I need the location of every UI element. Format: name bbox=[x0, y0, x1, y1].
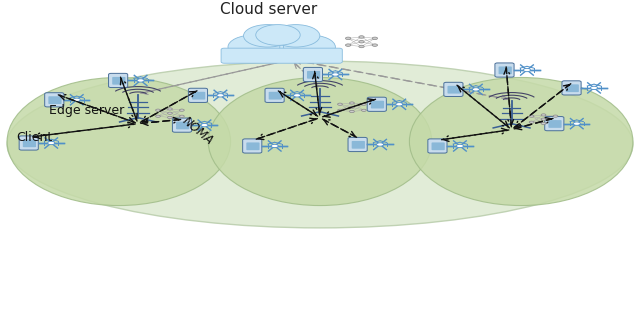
Circle shape bbox=[372, 37, 378, 40]
FancyBboxPatch shape bbox=[176, 121, 189, 129]
FancyBboxPatch shape bbox=[49, 96, 61, 104]
Circle shape bbox=[338, 103, 342, 105]
Circle shape bbox=[244, 27, 319, 62]
FancyBboxPatch shape bbox=[192, 92, 205, 99]
FancyBboxPatch shape bbox=[265, 88, 284, 103]
Circle shape bbox=[47, 141, 55, 145]
FancyBboxPatch shape bbox=[352, 141, 365, 149]
Circle shape bbox=[156, 115, 161, 117]
Circle shape bbox=[168, 112, 172, 114]
FancyBboxPatch shape bbox=[45, 93, 64, 107]
Circle shape bbox=[346, 37, 351, 40]
FancyBboxPatch shape bbox=[495, 63, 514, 77]
Circle shape bbox=[396, 103, 403, 106]
Circle shape bbox=[217, 94, 224, 97]
Circle shape bbox=[349, 102, 355, 104]
FancyBboxPatch shape bbox=[19, 136, 38, 150]
Circle shape bbox=[529, 115, 534, 117]
Circle shape bbox=[228, 35, 280, 59]
Circle shape bbox=[294, 94, 301, 97]
Circle shape bbox=[332, 73, 339, 76]
Circle shape bbox=[168, 108, 172, 110]
Circle shape bbox=[524, 68, 531, 72]
FancyBboxPatch shape bbox=[246, 142, 260, 150]
FancyBboxPatch shape bbox=[447, 86, 461, 94]
FancyBboxPatch shape bbox=[243, 139, 262, 153]
Circle shape bbox=[372, 44, 378, 46]
Circle shape bbox=[541, 122, 546, 125]
Circle shape bbox=[359, 36, 364, 38]
FancyBboxPatch shape bbox=[188, 88, 207, 103]
FancyBboxPatch shape bbox=[269, 92, 282, 99]
Ellipse shape bbox=[7, 61, 633, 228]
Circle shape bbox=[244, 25, 292, 47]
Circle shape bbox=[349, 110, 355, 112]
FancyBboxPatch shape bbox=[109, 73, 128, 87]
Text: Edge server: Edge server bbox=[49, 104, 124, 117]
FancyBboxPatch shape bbox=[431, 142, 445, 150]
FancyBboxPatch shape bbox=[172, 118, 191, 132]
Circle shape bbox=[271, 144, 278, 148]
Circle shape bbox=[73, 98, 80, 101]
FancyBboxPatch shape bbox=[221, 48, 342, 63]
FancyBboxPatch shape bbox=[545, 116, 564, 131]
Circle shape bbox=[376, 143, 383, 146]
Circle shape bbox=[541, 114, 546, 116]
Text: Cloud server: Cloud server bbox=[220, 2, 317, 17]
Circle shape bbox=[573, 122, 580, 125]
FancyBboxPatch shape bbox=[371, 101, 384, 108]
Circle shape bbox=[346, 44, 351, 46]
Circle shape bbox=[541, 118, 546, 120]
Circle shape bbox=[472, 88, 479, 91]
Circle shape bbox=[362, 109, 366, 112]
Circle shape bbox=[338, 109, 342, 112]
Circle shape bbox=[256, 25, 300, 45]
Circle shape bbox=[359, 40, 364, 43]
FancyBboxPatch shape bbox=[566, 84, 579, 92]
Circle shape bbox=[284, 35, 335, 59]
Circle shape bbox=[272, 25, 320, 47]
Circle shape bbox=[529, 121, 534, 123]
Text: Client: Client bbox=[17, 130, 53, 144]
Circle shape bbox=[362, 103, 366, 105]
FancyBboxPatch shape bbox=[367, 97, 387, 111]
Circle shape bbox=[168, 116, 172, 119]
FancyBboxPatch shape bbox=[562, 81, 581, 95]
Circle shape bbox=[137, 79, 144, 82]
Circle shape bbox=[179, 109, 184, 111]
FancyBboxPatch shape bbox=[499, 66, 512, 74]
FancyBboxPatch shape bbox=[428, 139, 447, 153]
Ellipse shape bbox=[7, 78, 230, 205]
Circle shape bbox=[156, 109, 161, 111]
Circle shape bbox=[359, 45, 364, 48]
FancyBboxPatch shape bbox=[307, 71, 320, 79]
FancyBboxPatch shape bbox=[303, 67, 323, 82]
Circle shape bbox=[456, 144, 463, 148]
Circle shape bbox=[591, 86, 598, 90]
FancyBboxPatch shape bbox=[348, 138, 367, 152]
Ellipse shape bbox=[208, 78, 432, 205]
Circle shape bbox=[201, 124, 208, 127]
Ellipse shape bbox=[410, 78, 633, 205]
FancyBboxPatch shape bbox=[548, 120, 562, 128]
Circle shape bbox=[349, 106, 355, 108]
Circle shape bbox=[553, 115, 558, 117]
Circle shape bbox=[553, 121, 558, 123]
FancyBboxPatch shape bbox=[23, 139, 36, 147]
Text: NOMA: NOMA bbox=[179, 115, 216, 148]
FancyBboxPatch shape bbox=[444, 82, 463, 96]
FancyBboxPatch shape bbox=[112, 77, 125, 85]
Circle shape bbox=[179, 115, 184, 117]
